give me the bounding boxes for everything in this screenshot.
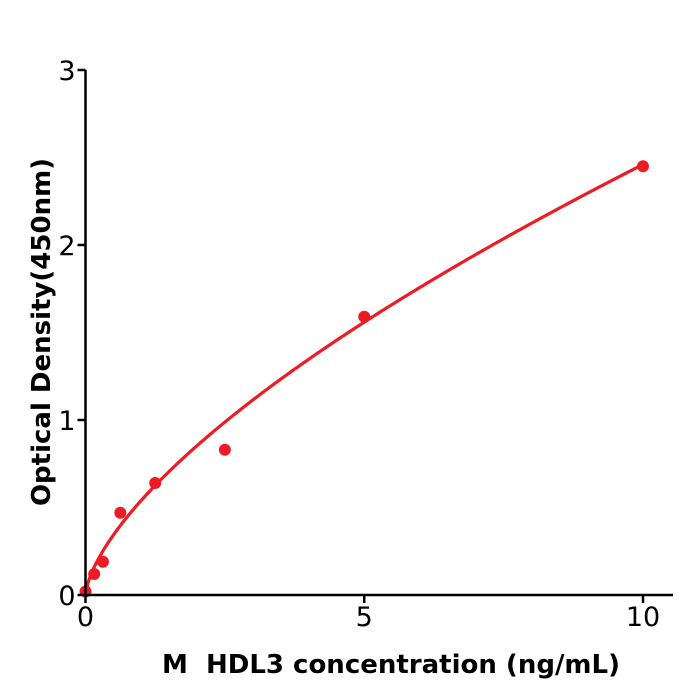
y-tick-label: 3 — [58, 56, 75, 87]
data-point-marker — [637, 160, 649, 173]
data-point-marker — [358, 310, 371, 323]
y-axis-title: Optical Density(450nm) — [27, 157, 57, 507]
data-point-marker — [149, 477, 162, 489]
y-tick-label: 1 — [58, 406, 75, 437]
data-point-marker — [88, 568, 101, 580]
data-point-marker — [96, 555, 109, 568]
x-tick-label: 0 — [77, 602, 94, 633]
data-point-marker — [218, 443, 231, 456]
x-tick-label: 10 — [626, 602, 660, 633]
data-point-marker — [114, 506, 127, 519]
fit-curve-line — [83, 162, 645, 597]
x-axis-title: M HDL3 concentration (ng/mL) — [162, 650, 620, 680]
y-tick-label: 0 — [58, 581, 75, 612]
x-tick-label: 5 — [356, 602, 373, 633]
y-tick-label: 2 — [58, 231, 75, 262]
